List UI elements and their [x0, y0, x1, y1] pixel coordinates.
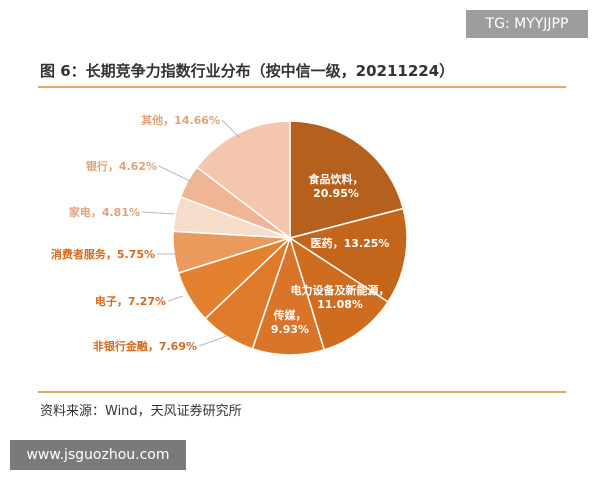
slice-label: 其他，14.66% — [141, 113, 220, 127]
pie-slice — [251, 235, 326, 356]
leader-line — [141, 211, 176, 215]
slice-label: 家电，4.81% — [69, 205, 140, 219]
slice-label: 电力设备及新能源， — [291, 283, 390, 297]
leader-line — [221, 119, 241, 139]
slice-label: 食品饮料， — [309, 172, 364, 186]
source-note: 资料来源：Wind，天风证券研究所 — [40, 404, 242, 419]
slice-label: 消费者服务，5.75% — [51, 247, 155, 261]
watermark-bottom: www.jsguozhou.com — [10, 440, 186, 470]
slice-label: 电子，7.27% — [95, 294, 166, 308]
leader-line — [167, 295, 184, 302]
pie-slice — [288, 236, 390, 351]
watermark-top: TG: MYYJJPP — [466, 10, 588, 38]
leader-line — [198, 335, 228, 347]
pie-slice — [288, 207, 408, 303]
slice-value-label: 20.95% — [313, 187, 359, 200]
source-divider — [38, 391, 566, 393]
slice-label: 传媒， — [273, 308, 307, 322]
slice-label: 非银行金融，7.69% — [93, 339, 197, 353]
slice-value-label: 9.93% — [271, 323, 309, 336]
slice-label: 银行，4.62% — [86, 159, 157, 173]
pie-slice — [195, 120, 291, 240]
chart-title: 图 6：长期竞争力指数行业分布（按中信一级，20211224） — [40, 62, 455, 80]
leader-line — [158, 165, 191, 182]
slice-label: 医药，13.25% — [311, 236, 390, 250]
slice-value-label: 11.08% — [317, 298, 363, 311]
title-divider — [38, 86, 566, 88]
pie-slice — [289, 120, 405, 239]
